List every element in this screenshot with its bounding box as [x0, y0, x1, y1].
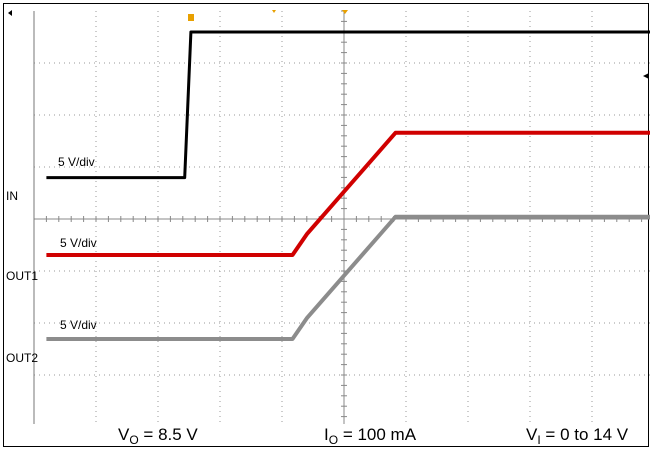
center-time-marker [342, 10, 348, 14]
channel-label-in: IN [6, 189, 18, 203]
output-voltage-condition: VO = 8.5 V [118, 425, 198, 447]
trace-in [46, 30, 650, 180]
input-voltage-condition: VI = 0 to 14 V [526, 425, 629, 447]
channel-label-out1: OUT1 [6, 269, 38, 283]
scope-screen: IN 5 V/div OUT1 5 V/div OUT2 5 V/div [6, 10, 650, 424]
trace-out2 [46, 214, 650, 341]
channel-label-out2: OUT2 [6, 351, 38, 365]
trigger-position-marker [188, 14, 194, 21]
output-current-condition: IO = 100 mA [324, 425, 417, 447]
scale-label-out2: 5 V/div [60, 318, 97, 332]
scale-label-out1: 5 V/div [60, 236, 97, 250]
trace-out1 [46, 130, 650, 257]
trigger-level-marker [643, 73, 649, 79]
top-left-marker [8, 10, 12, 16]
delay-marker [272, 10, 276, 13]
scale-label-in: 5 V/div [58, 155, 95, 169]
oscilloscope-frame: IN 5 V/div OUT1 5 V/div OUT2 5 V/div [3, 3, 650, 447]
